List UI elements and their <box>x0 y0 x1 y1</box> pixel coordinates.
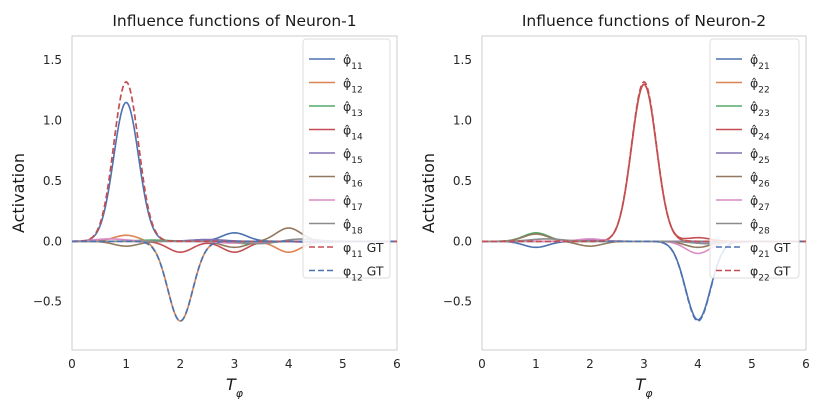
series-line-10 <box>72 240 397 322</box>
legend: φ̂11 φ̂12 φ̂13 φ̂14 φ̂15 φ̂16 φ̂17 φ̂18 φ11 GT φ1… <box>302 38 391 284</box>
x-tick-label: 6 <box>802 357 810 371</box>
legend-entry-label: φ̂18 <box>343 217 363 237</box>
plot-frame <box>481 35 807 351</box>
y-tick-label: 1.5 <box>453 53 472 67</box>
panel-1: Influence functions of Neuron-1 0 1 2 3 4 5 6 −0… <box>9 12 401 400</box>
legend-entry-label: φ̂27 <box>750 193 770 213</box>
legend-entry-label: φ̂25 <box>750 146 770 166</box>
y-tick-label: 1.5 <box>43 53 62 67</box>
legend-entry-label: φ̂28 <box>750 217 770 237</box>
x-tick-label: 4 <box>285 357 293 371</box>
legend-entry-label: φ12 GT <box>343 264 384 284</box>
legend-entry-label: φ̂17 <box>343 193 363 213</box>
y-tick-label: 0.5 <box>43 174 62 188</box>
x-axis-label: Tφ <box>226 375 244 400</box>
legend-entry-label: φ̂23 <box>750 99 770 119</box>
legend-box <box>709 38 800 279</box>
y-tick-label: 1.0 <box>43 114 62 128</box>
panel-2: Influence functions of Neuron-2 0 1 2 3 4 5 6 −0… <box>419 12 810 400</box>
x-tick-label: 3 <box>640 357 648 371</box>
chart-title: Influence functions of Neuron-1 <box>112 12 356 30</box>
legend-entry-label: φ11 GT <box>343 240 384 260</box>
y-tick-label: −0.5 <box>33 295 62 309</box>
legend-entry-label: φ̂15 <box>343 146 363 166</box>
chart-title: Influence functions of Neuron-2 <box>522 12 766 30</box>
legend-box <box>302 38 391 279</box>
x-tick-label: 2 <box>586 357 594 371</box>
y-axis-label: Activation <box>419 153 438 233</box>
legend-entry-label: φ21 GT <box>750 240 791 260</box>
x-tick-label: 1 <box>122 357 130 371</box>
x-tick-label: 5 <box>339 357 347 371</box>
legend-entry-label: φ22 GT <box>750 264 791 284</box>
x-tick-label: 6 <box>393 357 401 371</box>
y-axis-label: Activation <box>9 153 28 233</box>
x-axis-label: Tφ <box>635 375 653 400</box>
x-tick-label: 0 <box>68 357 76 371</box>
y-tick-label: 0.0 <box>43 234 62 248</box>
legend-entry-label: φ̂26 <box>750 170 770 190</box>
legend-entry-label: φ̂24 <box>750 123 770 143</box>
y-tick-label: 0.5 <box>453 174 472 188</box>
legend-entry-label: φ̂21 <box>750 52 770 72</box>
y-tick-label: 0.0 <box>453 234 472 248</box>
x-tick-label: 3 <box>231 357 239 371</box>
x-tick-label: 5 <box>748 357 756 371</box>
plot-frame <box>71 35 398 351</box>
legend-entry-label: φ̂22 <box>750 76 770 96</box>
legend-entry-label: φ̂16 <box>343 170 363 190</box>
y-tick-label: 1.0 <box>453 114 472 128</box>
y-tick-label: −0.5 <box>443 295 472 309</box>
legend-entry-label: φ̂11 <box>343 52 363 72</box>
legend-entry-label: φ̂13 <box>343 99 363 119</box>
legend: φ̂21 φ̂22 φ̂23 φ̂24 φ̂25 φ̂26 φ̂27 φ̂28 φ21 GT φ2… <box>709 38 800 284</box>
legend-entry-label: φ̂12 <box>343 76 363 96</box>
x-tick-label: 2 <box>177 357 185 371</box>
x-tick-label: 1 <box>532 357 540 371</box>
legend-entry-label: φ̂14 <box>343 123 363 143</box>
x-tick-label: 4 <box>694 357 702 371</box>
x-tick-label: 0 <box>478 357 486 371</box>
